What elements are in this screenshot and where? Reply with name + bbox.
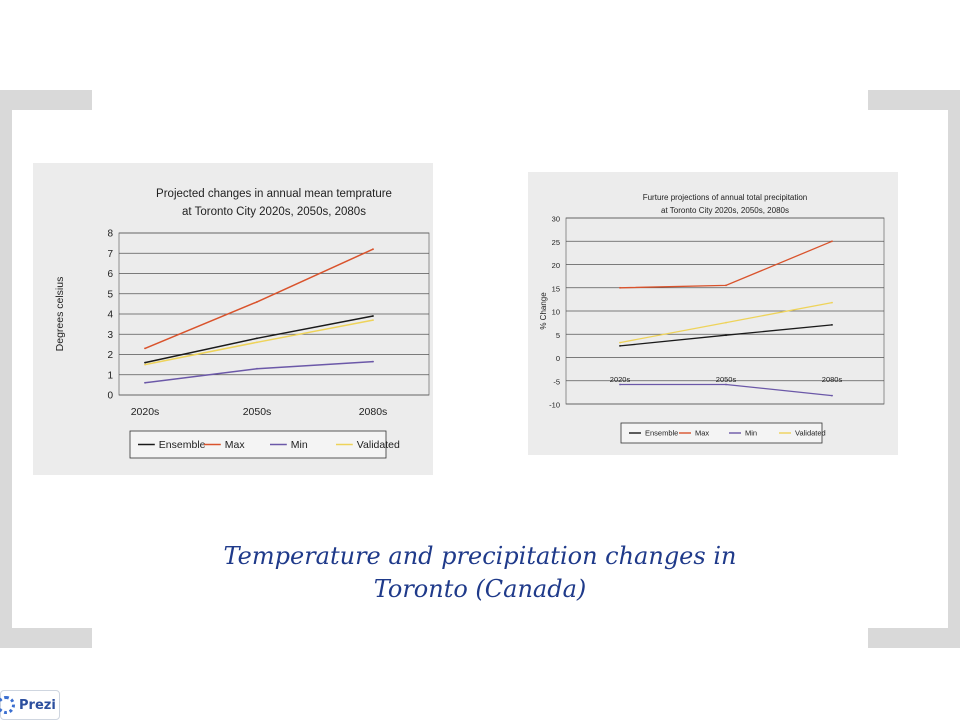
y-tick-label: 0 bbox=[556, 354, 560, 363]
data-point-ensemble bbox=[256, 337, 258, 340]
y-tick-label: 2 bbox=[107, 350, 113, 361]
x-tick-label: 2080s bbox=[822, 375, 843, 384]
data-point-min bbox=[831, 394, 833, 397]
legend-label: Max bbox=[695, 429, 709, 438]
chart-title-line: Furture projections of annual total prec… bbox=[643, 193, 808, 202]
y-axis-label: % Change bbox=[539, 292, 548, 330]
slide-caption: Temperature and precipitation changes in… bbox=[150, 540, 810, 606]
y-tick-label: 3 bbox=[107, 330, 113, 341]
series-line-min bbox=[144, 360, 374, 384]
slide-frame-top-left bbox=[0, 90, 92, 110]
y-axis-label: Degrees celsius bbox=[54, 277, 66, 352]
legend-label: Validated bbox=[795, 429, 826, 438]
legend-label: Max bbox=[225, 439, 246, 451]
x-tick-label: 2050s bbox=[243, 406, 272, 418]
legend-label: Ensemble bbox=[645, 429, 678, 438]
data-point-max bbox=[372, 248, 374, 251]
chart-title-line: at Toronto City 2020s, 2050s, 2080s bbox=[182, 206, 366, 218]
data-point-ensemble bbox=[725, 334, 727, 337]
legend-box bbox=[620, 422, 823, 444]
legend-label: Min bbox=[745, 429, 757, 438]
data-point-min bbox=[256, 367, 258, 370]
y-tick-label: 7 bbox=[107, 249, 113, 260]
slide-frame-bottom-right bbox=[868, 628, 960, 648]
y-tick-label: 25 bbox=[552, 238, 560, 247]
series-line-validated bbox=[144, 319, 374, 366]
series-line-min bbox=[620, 383, 833, 397]
x-tick-label: 2020s bbox=[610, 375, 631, 384]
data-point-validated bbox=[619, 341, 621, 344]
x-tick-label: 2080s bbox=[359, 406, 388, 418]
x-tick-label: 2020s bbox=[131, 406, 160, 418]
data-point-ensemble bbox=[619, 345, 621, 347]
data-point-max bbox=[256, 301, 258, 303]
data-point-min bbox=[144, 381, 146, 384]
prezi-label: Prezi bbox=[19, 697, 56, 713]
data-point-validated bbox=[725, 321, 727, 324]
slide-frame-bottom-left bbox=[0, 628, 92, 648]
temperature-chart-panel: Projected changes in annual mean temprat… bbox=[33, 163, 433, 475]
data-point-max bbox=[725, 284, 727, 287]
series-line-ensemble bbox=[144, 315, 374, 364]
prezi-badge[interactable]: Prezi bbox=[0, 690, 60, 720]
y-tick-label: 15 bbox=[552, 284, 560, 293]
y-tick-label: 5 bbox=[107, 289, 113, 300]
data-point-ensemble bbox=[144, 361, 146, 364]
data-point-max bbox=[144, 347, 146, 350]
precipitation-chart: Furture projections of annual total prec… bbox=[539, 193, 885, 444]
data-point-min bbox=[372, 360, 374, 363]
caption-line-1: Temperature and precipitation changes in bbox=[223, 542, 737, 570]
y-tick-label: -5 bbox=[553, 377, 560, 386]
caption-line-2: Toronto (Canada) bbox=[373, 575, 587, 603]
y-tick-label: -10 bbox=[549, 401, 560, 410]
data-point-max bbox=[619, 286, 621, 289]
y-tick-label: 30 bbox=[552, 215, 560, 224]
y-tick-label: 8 bbox=[107, 229, 113, 240]
data-point-ensemble bbox=[372, 315, 374, 317]
y-tick-label: 20 bbox=[552, 261, 560, 270]
y-tick-label: 10 bbox=[552, 308, 560, 317]
legend-label: Ensemble bbox=[159, 439, 206, 451]
y-tick-label: 0 bbox=[107, 391, 113, 402]
data-point-min bbox=[619, 383, 621, 386]
legend-label: Min bbox=[291, 439, 308, 451]
temperature-chart: Projected changes in annual mean temprat… bbox=[54, 188, 430, 459]
x-tick-label: 2050s bbox=[716, 375, 737, 384]
legend-label: Validated bbox=[357, 439, 400, 451]
series-line-max bbox=[144, 248, 374, 350]
slide-frame-left bbox=[0, 90, 12, 648]
data-point-ensemble bbox=[831, 324, 833, 326]
data-point-validated bbox=[256, 341, 258, 344]
chart-title-line: at Toronto City 2020s, 2050s, 2080s bbox=[661, 206, 789, 215]
data-point-validated bbox=[831, 301, 833, 304]
slide-frame-right bbox=[948, 90, 960, 648]
data-point-validated bbox=[372, 319, 374, 321]
y-tick-label: 1 bbox=[107, 370, 113, 381]
chart-title-line: Projected changes in annual mean temprat… bbox=[156, 188, 392, 200]
slide-frame-top-right bbox=[868, 90, 960, 110]
y-tick-label: 6 bbox=[107, 269, 113, 280]
data-point-validated bbox=[144, 363, 146, 366]
data-point-max bbox=[831, 240, 833, 243]
data-point-min bbox=[725, 383, 727, 386]
precipitation-chart-panel: Furture projections of annual total prec… bbox=[528, 172, 898, 455]
prezi-logo-icon bbox=[0, 696, 15, 714]
y-tick-label: 5 bbox=[556, 331, 560, 340]
y-tick-label: 4 bbox=[107, 310, 113, 321]
